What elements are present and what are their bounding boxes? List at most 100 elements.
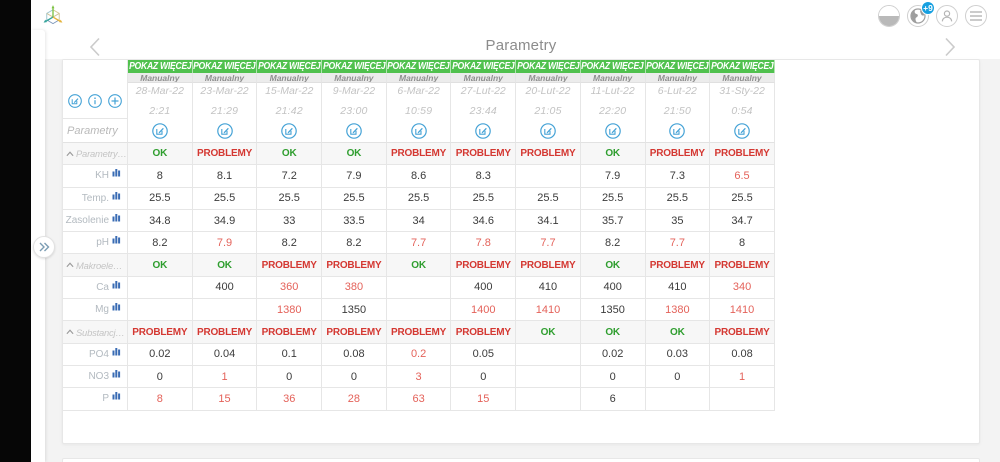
- show-more-button[interactable]: POKAZ WIĘCEJ: [322, 60, 387, 73]
- edit-entry-button[interactable]: [710, 119, 775, 143]
- info-button[interactable]: [88, 94, 102, 108]
- add-column-button[interactable]: [108, 94, 122, 108]
- expand-sidebar-button[interactable]: [33, 236, 55, 258]
- entry-mode-link[interactable]: Manualny: [645, 73, 711, 83]
- group-row-label[interactable]: Makroele…: [63, 254, 128, 277]
- parameter-value-cell: 0.1: [257, 343, 323, 366]
- profile-button[interactable]: [936, 5, 958, 27]
- show-more-button[interactable]: POKAZ WIĘCEJ: [516, 60, 581, 73]
- edit-entry-button[interactable]: [516, 119, 581, 143]
- entry-date: 27-Lut-22: [460, 85, 506, 97]
- entry-datetime: 11-Lut-22 22:20: [580, 83, 646, 119]
- show-more-button[interactable]: POKAZ WIĘCEJ: [257, 60, 323, 73]
- entry-mode-link[interactable]: Manualny: [257, 73, 323, 83]
- edit-entry-button[interactable]: [451, 119, 517, 143]
- edit-entry-button[interactable]: [322, 119, 387, 143]
- edit-icon: [410, 122, 427, 139]
- entry-time: 22:20: [599, 105, 627, 117]
- chart-icon[interactable]: [112, 280, 121, 289]
- group-row-label[interactable]: Parametry…: [63, 143, 128, 166]
- page-title: Parametry: [485, 37, 557, 54]
- edit-entry-button[interactable]: [386, 119, 452, 143]
- chart-icon[interactable]: [112, 191, 121, 200]
- entry-mode-link[interactable]: Manualny: [322, 73, 387, 83]
- group-status-cell: OK: [580, 321, 646, 344]
- entry-mode-link[interactable]: Manualny: [386, 73, 452, 83]
- chart-icon[interactable]: [112, 302, 121, 311]
- entry-time: 21:29: [210, 105, 239, 117]
- show-more-button[interactable]: POKAZ WIĘCEJ: [386, 60, 452, 73]
- chart-icon[interactable]: [112, 391, 121, 400]
- parameter-value-cell: 34.7: [710, 209, 775, 233]
- group-row-label[interactable]: Substancj…: [63, 321, 128, 344]
- edit-entry-button[interactable]: [257, 119, 323, 143]
- group-status-cell: OK: [580, 254, 646, 277]
- group-status-cell: PROBLEMY: [451, 254, 517, 277]
- parameter-value-cell: 340: [710, 276, 775, 300]
- chart-icon[interactable]: [112, 347, 121, 356]
- edit-entry-button[interactable]: [645, 119, 711, 143]
- group-status-cell: PROBLEMY: [710, 254, 775, 277]
- parameter-row-label: Ca: [63, 276, 128, 300]
- entry-date: 28-Mar-22: [135, 85, 184, 97]
- edit-entry-button[interactable]: [192, 119, 258, 143]
- hamburger-icon: [970, 11, 982, 21]
- group-status-cell: PROBLEMY: [322, 254, 387, 277]
- group-status-cell: PROBLEMY: [710, 143, 775, 166]
- entry-datetime: 9-Mar-22 23:00: [322, 83, 387, 119]
- parameter-value-cell: 8.1: [192, 165, 258, 188]
- entry-mode-link[interactable]: Manualny: [192, 73, 258, 83]
- theme-toggle-button[interactable]: [878, 5, 900, 27]
- chart-icon[interactable]: [112, 235, 121, 244]
- entry-time: 10:59: [404, 105, 433, 117]
- parameter-value-cell: 400: [580, 276, 646, 300]
- show-more-button[interactable]: POKAZ WIĘCEJ: [128, 60, 193, 73]
- entry-time: 21:50: [663, 105, 691, 117]
- group-status-cell: PROBLEMY: [451, 143, 517, 166]
- group-status-cell: PROBLEMY: [386, 321, 452, 344]
- entry-mode-link[interactable]: Manualny: [710, 73, 775, 83]
- entry-mode-link[interactable]: Manualny: [516, 73, 581, 83]
- table-toolbar: [63, 60, 128, 119]
- show-more-button[interactable]: POKAZ WIĘCEJ: [645, 60, 711, 73]
- edit-table-button[interactable]: [68, 94, 82, 108]
- parameter-row-label: NO3: [63, 365, 128, 389]
- prev-page-chevron[interactable]: [88, 37, 102, 57]
- parameter-value-cell: 33: [257, 209, 323, 233]
- parameter-value-cell: 0.08: [710, 343, 775, 366]
- show-more-button[interactable]: POKAZ WIĘCEJ: [580, 60, 646, 73]
- next-page-chevron[interactable]: [943, 37, 957, 57]
- entry-time: 21:05: [534, 105, 562, 117]
- group-status-cell: PROBLEMY: [192, 143, 258, 166]
- show-more-button[interactable]: POKAZ WIĘCEJ: [192, 60, 258, 73]
- chart-icon[interactable]: [112, 168, 121, 177]
- parameter-row-label: pH: [63, 232, 128, 255]
- collapse-chevron-icon: [66, 262, 74, 268]
- group-status-cell: OK: [128, 143, 193, 166]
- entry-datetime: 31-Sty-22 0:54: [710, 83, 775, 119]
- app-logo-icon[interactable]: [41, 4, 65, 29]
- parameter-value-cell: 25.5: [128, 187, 193, 210]
- menu-button[interactable]: [965, 5, 987, 27]
- edit-entry-button[interactable]: [128, 119, 193, 143]
- show-more-button[interactable]: POKAZ WIĘCEJ: [451, 60, 517, 73]
- parameter-value-cell: 34: [386, 209, 452, 233]
- entry-mode-link[interactable]: Manualny: [128, 73, 193, 83]
- show-more-button[interactable]: POKAZ WIĘCEJ: [710, 60, 775, 73]
- edit-icon: [540, 122, 556, 139]
- chart-icon[interactable]: [112, 213, 121, 222]
- parameter-value-cell: 6.5: [710, 165, 775, 188]
- edit-icon: [475, 122, 492, 139]
- parameter-value-cell: 0: [128, 365, 193, 389]
- parameter-value-cell: 1350: [580, 299, 646, 322]
- entry-date: 6-Mar-22: [397, 85, 440, 97]
- parameter-value-cell: 0: [645, 365, 711, 389]
- entry-mode-link[interactable]: Manualny: [451, 73, 517, 83]
- chart-icon[interactable]: [112, 369, 121, 378]
- group-status-cell: PROBLEMY: [257, 321, 323, 344]
- entry-mode-link[interactable]: Manualny: [580, 73, 646, 83]
- language-button[interactable]: +9: [907, 1, 935, 27]
- group-status-cell: OK: [257, 143, 323, 166]
- parameter-value-cell: 400: [192, 276, 258, 300]
- edit-entry-button[interactable]: [580, 119, 646, 143]
